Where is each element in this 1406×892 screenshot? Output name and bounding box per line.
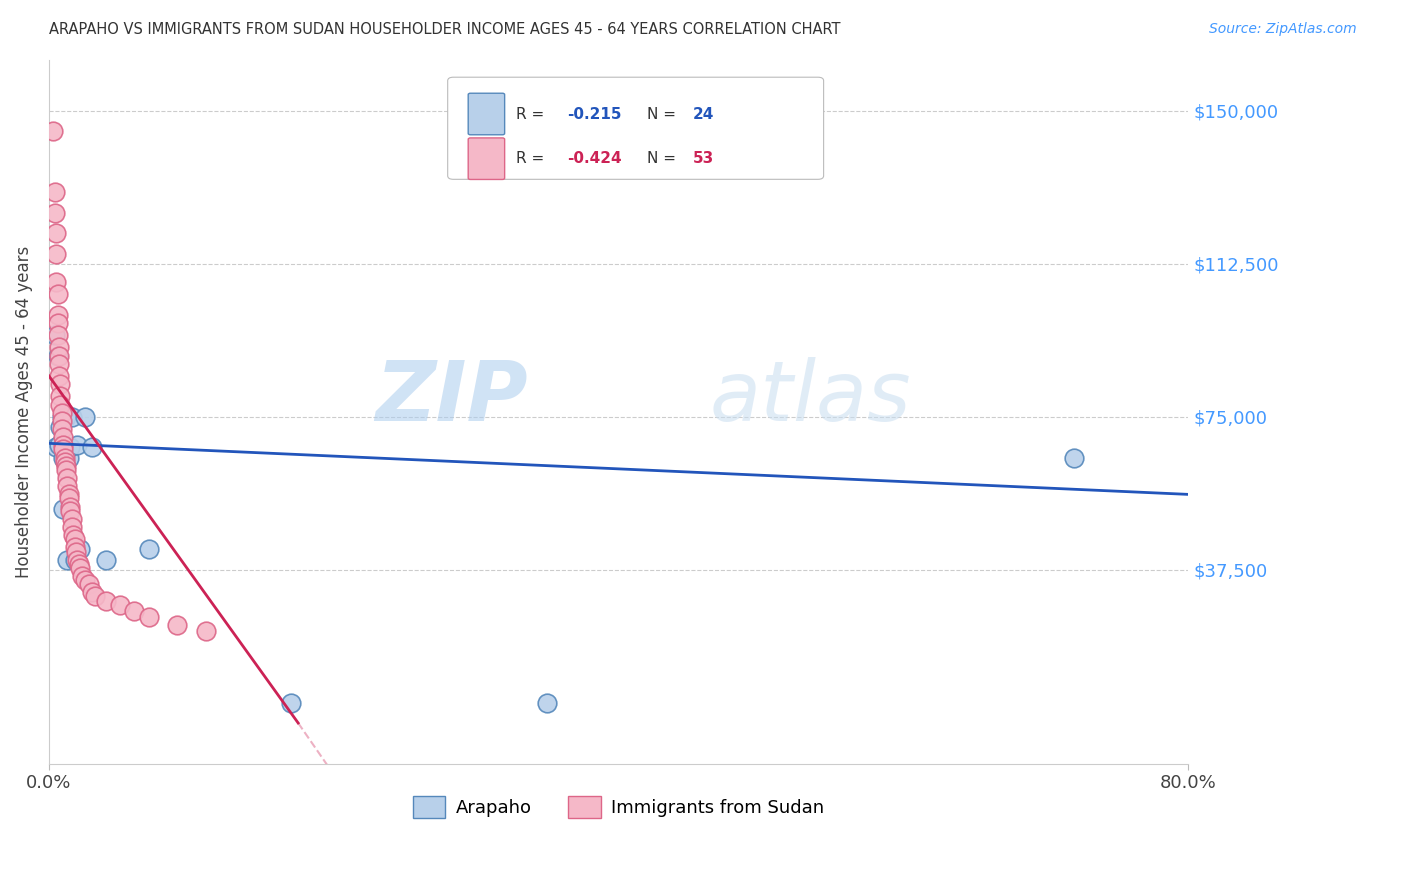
Point <box>94 593 117 607</box>
Point <box>48 438 70 452</box>
Point <box>59 441 82 455</box>
Point <box>59 500 82 514</box>
Point <box>49 389 72 403</box>
Point <box>60 520 83 534</box>
Point <box>56 479 79 493</box>
FancyBboxPatch shape <box>468 138 505 179</box>
Point <box>66 438 89 452</box>
Text: N =: N = <box>647 106 681 121</box>
Point <box>166 618 188 632</box>
Point <box>52 450 75 465</box>
Point <box>56 552 79 566</box>
Point <box>63 552 86 566</box>
Point <box>44 328 66 343</box>
Point <box>58 450 80 465</box>
Y-axis label: Householder Income Ages 45 - 64 years: Householder Income Ages 45 - 64 years <box>15 245 32 578</box>
Text: -0.215: -0.215 <box>567 106 621 121</box>
Point <box>69 561 91 575</box>
Point <box>138 610 160 624</box>
Point <box>48 357 70 371</box>
Point <box>1063 450 1085 465</box>
Point <box>55 441 77 455</box>
Point <box>80 585 103 599</box>
Text: atlas: atlas <box>710 357 911 438</box>
Text: 53: 53 <box>693 151 714 166</box>
Point <box>51 406 73 420</box>
Point <box>45 246 67 260</box>
Point <box>46 328 69 343</box>
Point <box>49 377 72 392</box>
Point <box>55 409 77 424</box>
Point <box>53 450 76 465</box>
Point <box>56 471 79 485</box>
Point <box>52 501 75 516</box>
Point <box>45 226 67 240</box>
Point <box>77 577 100 591</box>
Text: 24: 24 <box>693 106 714 121</box>
Point <box>52 430 75 444</box>
Point <box>536 696 558 710</box>
Point <box>46 316 69 330</box>
Point <box>51 414 73 428</box>
Point <box>44 205 66 219</box>
Point <box>80 441 103 455</box>
Point <box>48 369 70 384</box>
Text: R =: R = <box>516 106 550 121</box>
Point <box>59 504 82 518</box>
Point <box>73 409 96 424</box>
Point <box>51 409 73 424</box>
Point <box>83 590 105 604</box>
Text: R =: R = <box>516 151 550 166</box>
Point <box>108 598 131 612</box>
Point <box>58 487 80 501</box>
Point <box>69 542 91 557</box>
Point <box>52 442 75 457</box>
Point <box>48 349 70 363</box>
Point <box>62 528 84 542</box>
Point <box>46 349 69 363</box>
Point <box>49 398 72 412</box>
Point <box>51 422 73 436</box>
Point <box>67 557 90 571</box>
Point <box>66 552 89 566</box>
Point <box>45 275 67 289</box>
Point <box>52 438 75 452</box>
Point <box>138 542 160 557</box>
Point <box>55 463 77 477</box>
Text: N =: N = <box>647 151 681 166</box>
FancyBboxPatch shape <box>468 94 505 135</box>
Point <box>280 696 302 710</box>
Point <box>46 287 69 301</box>
Point <box>60 409 83 424</box>
Point <box>49 420 72 434</box>
Point <box>63 541 86 555</box>
FancyBboxPatch shape <box>447 78 824 179</box>
Point <box>63 533 86 547</box>
Point <box>48 340 70 354</box>
Text: Source: ZipAtlas.com: Source: ZipAtlas.com <box>1209 22 1357 37</box>
Point <box>124 604 146 618</box>
Point <box>70 569 93 583</box>
Point <box>42 124 65 138</box>
Point <box>55 458 77 473</box>
Point <box>73 573 96 587</box>
Point <box>44 186 66 200</box>
Point <box>194 624 217 639</box>
Text: ZIP: ZIP <box>375 357 527 438</box>
Point <box>45 441 67 455</box>
Point <box>60 512 83 526</box>
Point <box>53 455 76 469</box>
Point <box>58 491 80 506</box>
Point <box>46 308 69 322</box>
Text: ARAPAHO VS IMMIGRANTS FROM SUDAN HOUSEHOLDER INCOME AGES 45 - 64 YEARS CORRELATI: ARAPAHO VS IMMIGRANTS FROM SUDAN HOUSEHO… <box>49 22 841 37</box>
Point <box>94 552 117 566</box>
Legend: Arapaho, Immigrants from Sudan: Arapaho, Immigrants from Sudan <box>405 789 832 825</box>
Point <box>65 544 87 558</box>
Text: -0.424: -0.424 <box>567 151 621 166</box>
